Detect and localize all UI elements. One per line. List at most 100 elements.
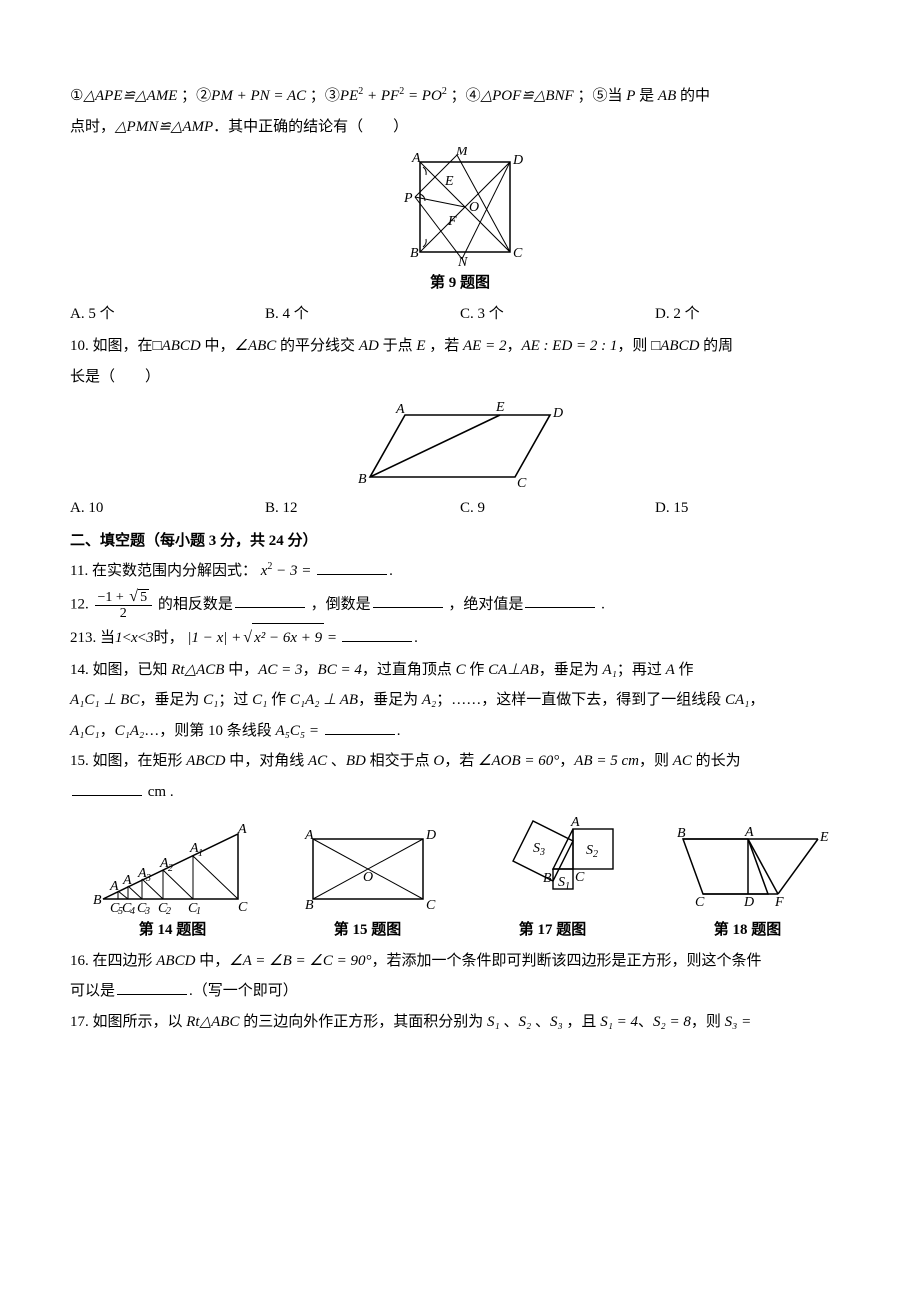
lbl: C [513,246,523,261]
lbl: A [744,825,754,840]
t: ．其中正确的结论有（ ） [213,119,408,135]
t: . [389,563,393,579]
t: 213. 当 [70,630,115,646]
q9-optA: A. 5 个 [70,300,265,329]
t: ；……，这样一直做下去，得到了一组线段 [436,692,725,708]
t: 的中 [676,88,710,104]
t: △APE≌△AME [83,88,177,104]
t: AC = 3 [258,662,302,678]
blank [525,592,595,608]
q10-line1: 10. 如图，在□ABCD 中，∠ABC 的平分线交 AD 于点 E ，若 AE… [70,332,850,361]
t: BD [346,753,366,769]
lbl: O [363,870,373,885]
t: A₁C₁ ⊥ BC [70,692,139,708]
t: 15. 如图，在矩形 [70,753,186,769]
lbl: S [586,843,593,858]
caption: 第 15 题图 [293,916,443,945]
q9-line2: 点时，△PMN≌△AMP．其中正确的结论有（ ） [70,113,850,142]
lbl: B [543,871,552,886]
t: 中，对角线 [225,753,308,769]
t: ，垂足为 [539,662,603,678]
lbl: S [558,875,565,890]
q10-optA: A. 10 [70,494,265,523]
t: 的相反数是 [158,596,233,612]
t: 中， [224,662,258,678]
q13: 213. 当1<x<3时， |1 − x| +x² − 6x + 9 = . [70,623,850,653]
blank [325,719,395,735]
t: C₁A₂ [115,723,145,739]
t: ， [749,692,764,708]
t: cm . [144,784,174,800]
lbl: M [455,147,469,159]
q12: 12. −1 + 5 2 的相反数是 ，倒数是 ，绝对值是 . [70,588,850,622]
t: 5 [138,589,149,605]
lbl: B [358,472,367,487]
fig18: B A E C D F 第 18 题图 [663,824,833,945]
t: 、 [638,1014,653,1030]
t: 于点 [379,338,417,354]
t: ；② [181,88,211,104]
q10-line2: 长是（ ） [70,363,850,392]
lbl: B [677,826,686,841]
q10-optC: C. 9 [460,494,655,523]
lbl: F [774,895,784,910]
t: AC [308,753,327,769]
t: ；④ [451,88,481,104]
t: ∠AOB = 60° [478,753,559,769]
t: 的平分线交 [276,338,359,354]
lbl: 3 [144,906,150,914]
lbl: A [237,824,247,837]
q11: 11. 在实数范围内分解因式： x2 − 3 = . [70,557,850,586]
t: 2 [95,606,153,621]
q15-line1: 15. 如图，在矩形 ABCD 中，对角线 AC 、BD 相交于点 O，若 ∠A… [70,747,850,776]
t: ， [303,662,318,678]
q9-optC: C. 3 个 [460,300,655,329]
lbl: C [695,895,705,910]
t: .（写一个即可） [189,983,298,999]
t: PM + PN = AC [211,88,306,104]
lbl: C [575,870,585,885]
t: △PMN≌△AMP [115,119,213,135]
lbl: E [819,830,829,845]
lbl: N [457,255,468,267]
t: − 3 = [272,563,311,579]
t: x² − 6x + 9 [252,623,324,653]
t: BC = 4 [318,662,362,678]
t: 可以是 [70,983,115,999]
blank [317,559,387,575]
t: 、 [500,1014,519,1030]
t: C₁ [252,692,267,708]
t: …，则第 10 条线段 [144,723,275,739]
t: ，则 [691,1014,725,1030]
q16-line2: 可以是 .（写一个即可） [70,977,850,1006]
fraction: −1 + 5 2 [95,588,153,622]
q16-line1: 16. 在四边形 ABCD 中，∠A = ∠B = ∠C = 90°，若添加一个… [70,947,850,976]
t: 作 [267,692,290,708]
t: S₂ [518,1014,531,1030]
t: 的三边向外作正方形，其面积分别为 [239,1014,487,1030]
q9-options: A. 5 个 B. 4 个 C. 3 个 D. 2 个 [70,300,850,329]
t: ABCD [186,753,225,769]
t: AD [359,338,379,354]
t: O [433,753,444,769]
figure-row: A B C A1 A2 A3 A A C1 C2 C3 C4 C5 第 14 题… [70,814,850,945]
lbl: 1 [565,881,570,892]
t: . [414,630,418,646]
t: CA₁ [725,692,749,708]
t: ；再过 [617,662,666,678]
t: ∠ABC [235,338,277,354]
q14-line2: A₁C₁ ⊥ BC，垂足为 C₁；过 C₁ 作 C₁A₂ ⊥ AB，垂足为 A₂… [70,686,850,715]
q10-options: A. 10 B. 12 C. 9 D. 15 [70,494,850,523]
lbl: B [93,893,102,908]
t: □ABCD [651,338,699,354]
lbl: 3 [145,873,151,884]
lbl: 1 [198,848,203,859]
t: 作 [675,662,694,678]
lbl: S [533,841,540,856]
t: S₁ = 4 [600,1014,638,1030]
t: 时， [154,630,184,646]
lbl: B [410,246,419,261]
lbl: E [495,400,505,415]
t: ABCD [156,953,195,969]
t: ， [559,753,574,769]
